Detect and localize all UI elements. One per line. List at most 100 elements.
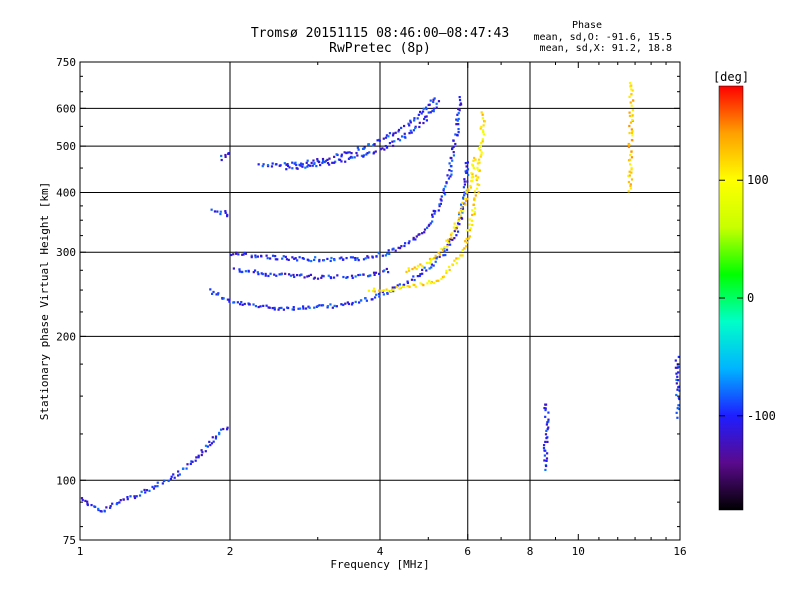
data-point: [194, 459, 197, 462]
chart-subtitle: RwPretec (8p): [329, 41, 431, 56]
data-point: [442, 189, 445, 192]
data-point: [469, 227, 472, 230]
data-point: [250, 254, 253, 257]
data-point: [546, 421, 549, 424]
data-point: [547, 411, 550, 414]
data-point: [408, 124, 411, 127]
data-point: [465, 171, 468, 174]
chart-title-block: Tromsø 20151115 08:46:00–08:47:43 RwPret…: [80, 26, 680, 56]
data-point: [307, 274, 310, 278]
data-point: [630, 156, 634, 159]
data-point: [463, 178, 466, 181]
data-point: [377, 292, 381, 296]
data-point: [273, 306, 276, 310]
data-point: [359, 273, 362, 277]
data-point: [467, 173, 470, 177]
data-point: [440, 195, 443, 198]
data-point: [238, 268, 241, 271]
data-point: [301, 165, 304, 168]
data-point: [374, 271, 378, 274]
data-point: [464, 170, 467, 173]
data-point: [382, 293, 385, 296]
data-point: [350, 152, 353, 155]
data-point: [475, 187, 479, 190]
data-point: [429, 281, 433, 285]
data-point: [450, 170, 453, 173]
data-point: [167, 479, 170, 483]
data-point: [456, 134, 459, 137]
data-point: [322, 275, 325, 278]
data-point: [224, 211, 227, 214]
data-point: [271, 306, 274, 310]
data-point: [628, 174, 631, 177]
data-point: [545, 464, 548, 468]
y-tick-label: 75: [63, 534, 76, 547]
data-point: [675, 411, 678, 414]
data-point: [629, 101, 632, 104]
data-point: [351, 276, 354, 280]
data-point: [315, 164, 318, 168]
data-point: [259, 305, 262, 308]
data-point: [398, 247, 402, 250]
data-point: [452, 226, 456, 229]
data-point: [328, 163, 331, 166]
data-point: [437, 251, 440, 254]
data-point: [398, 139, 402, 142]
data-point: [382, 137, 385, 140]
data-point: [271, 254, 275, 257]
data-point: [462, 196, 465, 199]
data-point: [319, 163, 322, 167]
data-point: [675, 393, 678, 397]
data-point: [118, 501, 121, 504]
data-point: [322, 259, 326, 262]
data-point: [347, 302, 351, 306]
data-point: [464, 199, 468, 203]
data-point: [226, 426, 229, 429]
data-point: [177, 470, 180, 473]
data-point: [454, 228, 457, 231]
data-point: [378, 295, 381, 298]
data-point: [386, 252, 389, 255]
data-point: [345, 151, 348, 155]
data-point: [105, 506, 108, 509]
data-point: [302, 307, 305, 310]
data-point: [438, 203, 441, 206]
data-point: [268, 306, 271, 309]
data-point: [408, 240, 411, 243]
data-point: [373, 273, 376, 277]
data-point: [544, 415, 547, 418]
data-point: [381, 289, 384, 292]
data-point: [425, 119, 429, 122]
data-point: [477, 147, 481, 150]
data-point: [285, 258, 289, 261]
data-point: [545, 429, 548, 432]
data-point: [314, 256, 317, 259]
data-point: [418, 125, 421, 129]
data-point: [419, 110, 422, 114]
data-point: [353, 156, 356, 159]
data-point: [461, 201, 464, 204]
data-point: [461, 249, 464, 253]
data-point: [544, 408, 547, 412]
data-point: [479, 155, 482, 158]
data-point: [387, 271, 390, 274]
data-point: [452, 151, 455, 154]
data-point: [483, 120, 486, 123]
data-point: [254, 304, 258, 308]
data-point: [385, 288, 388, 291]
data-point: [432, 98, 435, 101]
data-point: [140, 490, 143, 493]
data-point: [362, 155, 365, 158]
data-point: [474, 194, 477, 197]
data-point: [429, 259, 432, 262]
data-point: [241, 303, 244, 306]
data-point: [477, 176, 480, 179]
data-point: [413, 283, 416, 287]
data-point: [467, 237, 470, 240]
data-point: [473, 207, 477, 210]
data-point: [466, 188, 469, 191]
data-point: [294, 257, 297, 260]
data-point: [369, 274, 372, 277]
data-point: [392, 247, 395, 250]
data-point: [278, 273, 281, 276]
